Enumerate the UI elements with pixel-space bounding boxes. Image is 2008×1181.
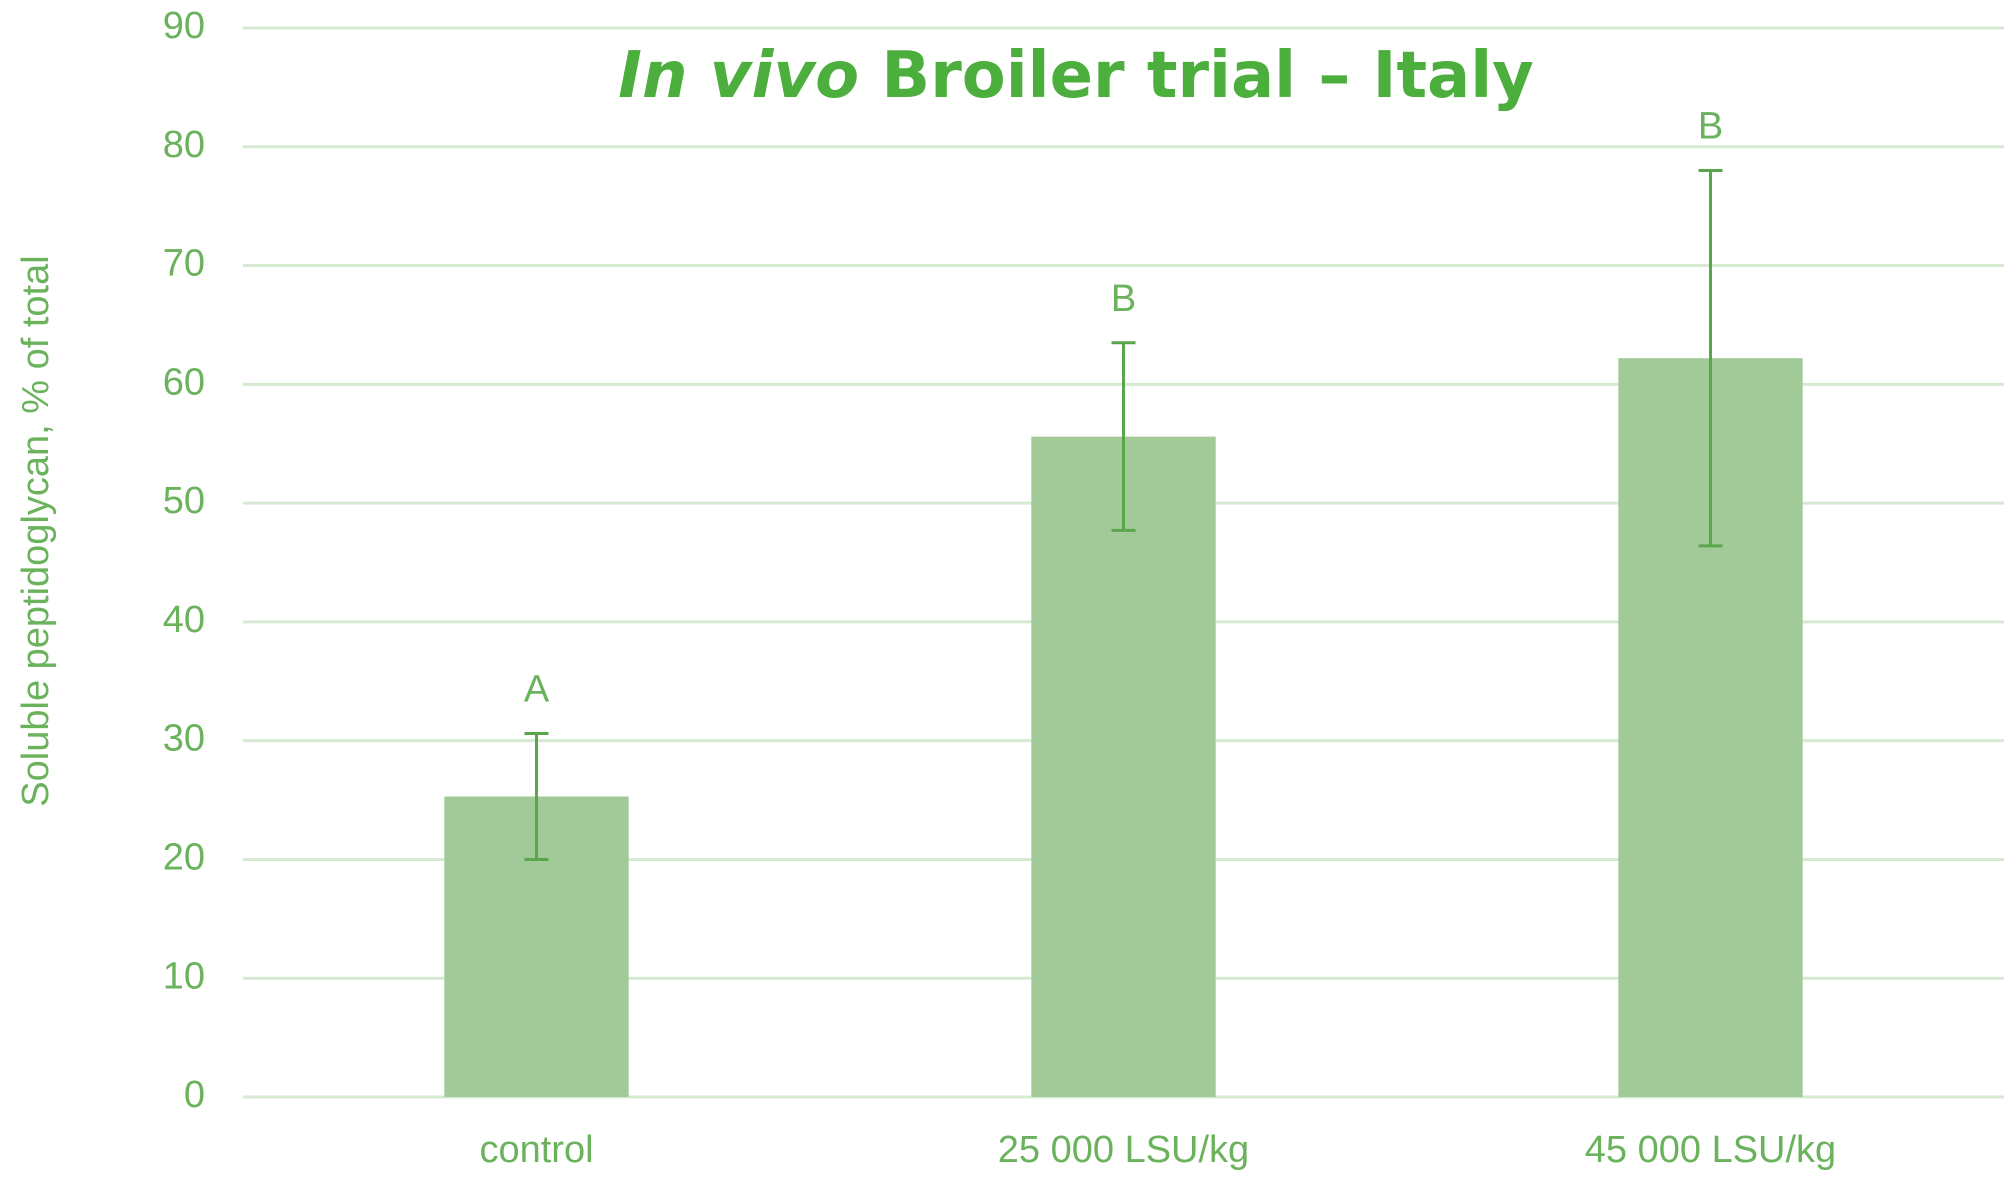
title-italic: In vivo: [618, 39, 859, 113]
significance-label: A: [524, 669, 550, 711]
y-axis-label: Soluble peptidoglycan, % of total: [15, 255, 57, 806]
bar: [1031, 436, 1216, 1097]
y-tick-label: 90: [163, 5, 205, 47]
significance-label: B: [1698, 106, 1723, 148]
y-tick-label: 30: [163, 718, 205, 760]
error-bar: [1111, 341, 1136, 532]
y-tick-label: 10: [163, 955, 205, 997]
y-tick-label: 70: [163, 243, 205, 285]
y-tick-label: 0: [184, 1074, 205, 1116]
chart-title: In vivo Broiler trial – Italy: [618, 39, 1534, 113]
significance-label: B: [1111, 278, 1136, 320]
y-tick-label: 50: [163, 480, 205, 522]
x-tick-label: 45 000 LSU/kg: [1585, 1129, 1836, 1171]
x-tick-label: 25 000 LSU/kg: [998, 1129, 1249, 1171]
y-tick-label: 20: [163, 836, 205, 878]
x-tick-label: control: [479, 1129, 593, 1171]
error-bar: [524, 732, 549, 861]
y-tick-label: 60: [163, 361, 205, 403]
error-bar: [1698, 169, 1723, 548]
title-rest: Broiler trial – Italy: [881, 39, 1533, 113]
y-tick-label: 40: [163, 599, 205, 641]
y-tick-label: 80: [163, 124, 205, 166]
